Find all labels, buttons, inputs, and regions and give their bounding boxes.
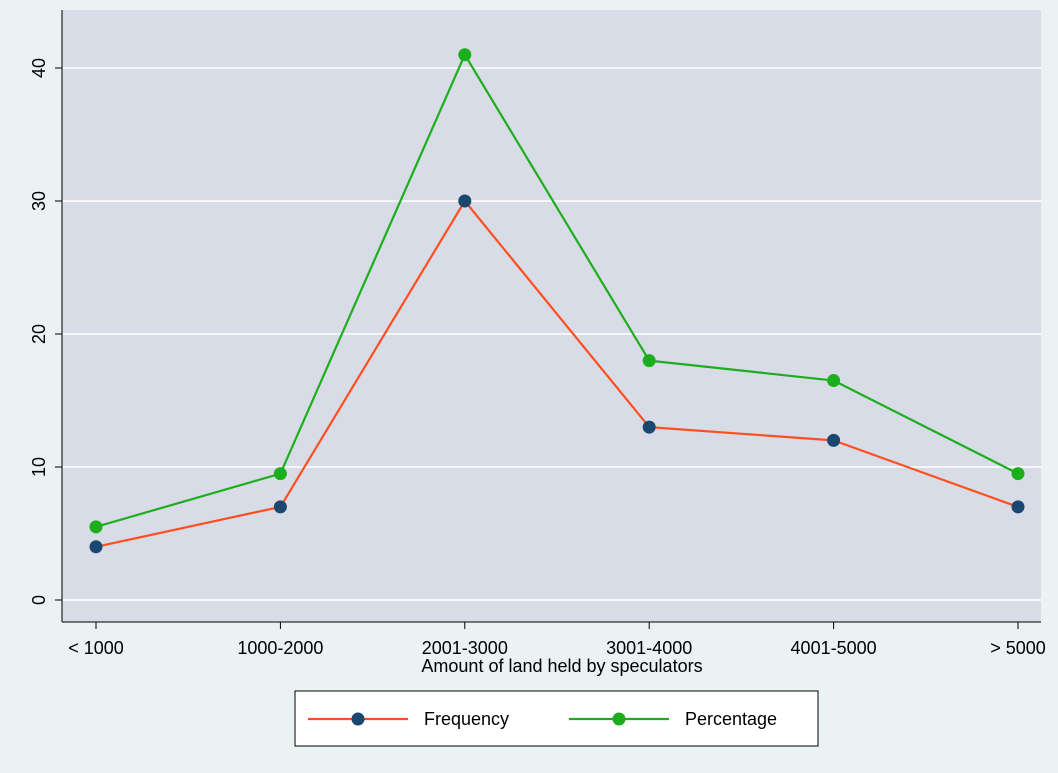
- legend-label-percentage: Percentage: [685, 709, 777, 729]
- x-tick-label-1: 1000-2000: [237, 638, 323, 658]
- x-tick-label-3: 3001-4000: [606, 638, 692, 658]
- y-tick-label-10: 10: [29, 457, 49, 477]
- series-line-percentage: [95, 53, 1019, 528]
- data-point-frequency-3: [642, 420, 656, 434]
- x-tick-label-5: > 5000: [990, 638, 1046, 658]
- x-tick-label-4: 4001-5000: [791, 638, 877, 658]
- data-point-frequency-2: [458, 194, 472, 208]
- data-point-percentage-5: [1011, 467, 1025, 481]
- legend: Frequency Percentage: [294, 690, 819, 747]
- y-tick-label-30: 30: [29, 191, 49, 211]
- series-line-frequency: [95, 199, 1019, 548]
- data-point-percentage-1: [273, 467, 287, 481]
- legend-label-frequency: Frequency: [424, 709, 509, 729]
- data-point-percentage-2: [458, 48, 472, 62]
- data-point-frequency-4: [827, 433, 841, 447]
- x-tick-label-0: < 1000: [68, 638, 124, 658]
- data-point-percentage-3: [642, 354, 656, 368]
- data-point-frequency-5: [1011, 500, 1025, 514]
- plot-area: [62, 10, 1041, 622]
- x-axis-title: Amount of land held by speculators: [421, 656, 702, 676]
- data-point-percentage-4: [827, 374, 841, 388]
- data-point-percentage-0: [89, 520, 103, 534]
- y-tick-label-20: 20: [29, 324, 49, 344]
- gridlines: [62, 67, 1041, 601]
- y-tick-label-0: 0: [29, 595, 49, 605]
- x-axis-ticks: < 1000 1000-2000 2001-3000 3001-4000 4001-50…: [68, 622, 1046, 658]
- x-tick-label-2: 2001-3000: [422, 638, 508, 658]
- y-tick-label-40: 40: [29, 58, 49, 78]
- legend-marker-frequency: [351, 712, 365, 726]
- data-point-frequency-1: [273, 500, 287, 514]
- legend-items: Frequency Percentage: [308, 709, 777, 729]
- y-axis-ticks: 0 10 20 30 40: [29, 58, 62, 605]
- data-point-frequency-0: [89, 540, 103, 554]
- legend-marker-percentage: [612, 712, 626, 726]
- series-group: [89, 48, 1025, 554]
